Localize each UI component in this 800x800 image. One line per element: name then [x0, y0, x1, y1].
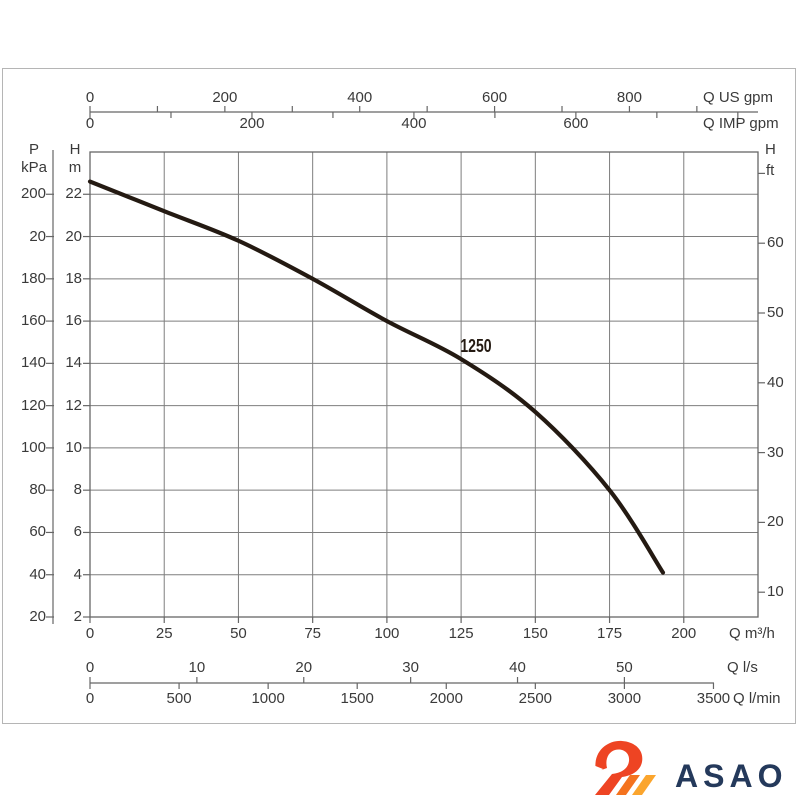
tick-label-head-m: 4: [73, 565, 82, 583]
tick-label-us-gpm: 0: [85, 89, 95, 106]
tick-label-q-lmin: 3000: [607, 690, 642, 707]
logo-text: ASAO: [675, 758, 788, 794]
tick-label-imp-gpm: 200: [239, 115, 265, 132]
tick-label-head-ft: 50: [767, 304, 784, 321]
axis-head-m-symbol: H: [69, 141, 81, 158]
axis-pressure-symbol: P: [28, 141, 39, 158]
axis-q-us-gpm-unit: Q US gpm: [703, 89, 774, 106]
tick-label-kpa: 20: [29, 608, 46, 625]
tick-label-q-lmin: 2500: [518, 690, 553, 707]
tick-label-us-gpm: 800: [616, 89, 642, 106]
logo-stripe-mid: [616, 775, 640, 795]
tick-label-q-m3h: 75: [304, 625, 321, 642]
curve-model-label: 1250: [460, 336, 492, 356]
tick-label-kpa: 100: [20, 438, 46, 456]
chart-border-box: [2, 68, 796, 724]
pump-curve-1250: [87, 179, 666, 575]
tick-label-kpa: 180: [20, 269, 46, 287]
tick-label-us-gpm: 400: [347, 89, 373, 106]
tick-label-kpa: 140: [20, 354, 46, 372]
tick-label-kpa: 20: [29, 227, 46, 245]
tick-label-q-ls: 10: [188, 659, 206, 676]
tick-label-q-m3h: 200: [671, 625, 697, 642]
axis-q-lmin-unit: Q l/min: [733, 690, 781, 707]
plot-frame: [89, 151, 759, 618]
axis-head-ft-unit: ft: [766, 162, 775, 179]
axis-q-imp-gpm-unit: Q IMP gpm: [703, 115, 779, 132]
tick-label-kpa: 80: [29, 481, 46, 499]
tick-label-q-m3h: 125: [448, 625, 474, 642]
tick-label-q-m3h: 150: [522, 625, 548, 642]
tick-label-head-m: 22: [65, 185, 82, 203]
tick-label-imp-gpm: 0: [85, 115, 95, 132]
axis-head-ft-symbol: H: [765, 141, 776, 158]
logo-stripe-light: [632, 775, 656, 795]
tick-label-head-ft: 40: [767, 373, 784, 391]
tick-label-q-lmin: 1500: [340, 690, 374, 707]
tick-label-q-m3h: 100: [374, 625, 400, 642]
tick-label-head-m: 14: [65, 354, 82, 372]
tick-label-q-ls: 0: [85, 659, 95, 676]
tick-label-imp-gpm: 600: [563, 115, 589, 132]
axis-head-m-unit: m: [68, 159, 82, 176]
tick-label-imp-gpm: 400: [401, 115, 427, 132]
tick-label-head-ft: 20: [767, 513, 784, 531]
tick-label-q-lmin: 500: [166, 690, 192, 707]
tick-label-q-m3h: 0: [85, 625, 95, 642]
logo-swan-icon: [593, 740, 656, 795]
tick-label-us-gpm: 200: [212, 89, 238, 106]
tick-label-q-ls: 50: [616, 659, 633, 676]
tick-label-head-m: 6: [73, 523, 82, 541]
tick-label-us-gpm: 600: [482, 89, 508, 106]
tick-label-kpa: 120: [20, 396, 46, 414]
axis-q-ls-unit: Q l/s: [727, 659, 758, 676]
tick-label-q-ls: 40: [509, 659, 526, 676]
tick-label-q-lmin: 3500: [696, 690, 731, 707]
tick-label-head-m: 18: [65, 269, 82, 287]
tick-label-head-ft: 10: [767, 583, 784, 601]
tick-label-kpa: 160: [20, 312, 46, 330]
tick-label-q-ls: 30: [402, 659, 419, 676]
tick-label-q-m3h: 50: [230, 625, 247, 642]
logo-swan-beak: [593, 765, 603, 774]
tick-label-head-m: 16: [65, 312, 82, 330]
tick-label-head-ft: 30: [767, 443, 784, 461]
tick-label-kpa: 40: [29, 565, 46, 583]
tick-label-q-ls: 20: [295, 659, 313, 676]
tick-label-head-m: 8: [73, 481, 82, 499]
tick-label-q-lmin: 2000: [429, 690, 463, 707]
tick-label-head-m: 2: [73, 608, 82, 625]
tick-label-q-m3h: 175: [597, 625, 623, 642]
axis-pressure-unit: kPa: [21, 159, 47, 176]
logo-swan-body: [595, 740, 643, 795]
tick-label-head-m: 10: [65, 438, 82, 456]
tick-label-q-lmin: 1000: [251, 690, 285, 707]
tick-label-q-m3h: 25: [155, 625, 173, 642]
tick-label-q-lmin: 0: [85, 690, 95, 707]
tick-label-head-m: 12: [65, 396, 82, 414]
brand-logo: ASAO: [588, 737, 787, 795]
tick-label-head-ft: 60: [767, 234, 784, 252]
tick-label-head-m: 20: [65, 227, 82, 245]
axis-q-m3h-unit: Q m³/h: [729, 625, 775, 642]
tick-label-kpa: 200: [20, 185, 46, 203]
tick-label-kpa: 60: [29, 523, 46, 541]
